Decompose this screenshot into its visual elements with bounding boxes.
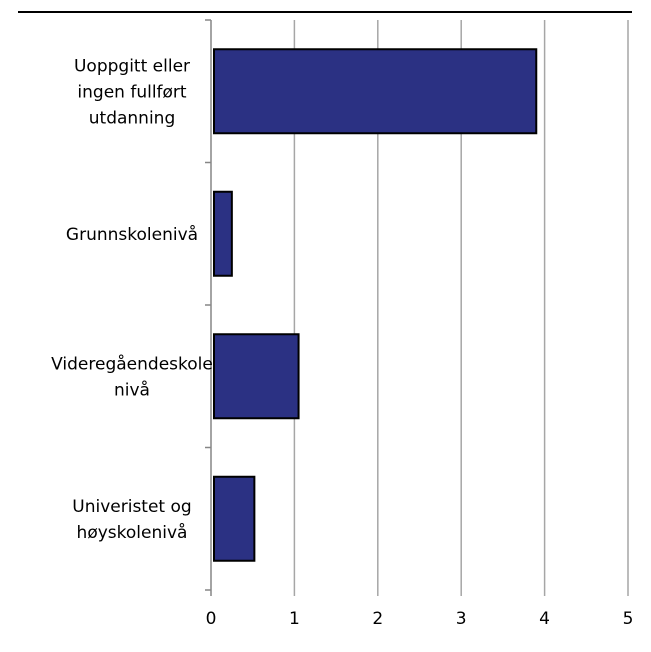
bar-0 bbox=[213, 48, 538, 135]
category-label: høyskolenivå bbox=[77, 522, 188, 543]
category-label: Univeristet og bbox=[72, 497, 191, 517]
category-label: nivå bbox=[114, 379, 150, 400]
category-label: Videregåendeskole bbox=[51, 353, 213, 374]
bars bbox=[213, 48, 538, 562]
x-tick-label: 2 bbox=[372, 609, 383, 629]
bar-1 bbox=[213, 190, 233, 277]
category-label: ingen fullført bbox=[77, 82, 187, 102]
category-label: Uoppgitt eller bbox=[74, 56, 190, 76]
bar-2 bbox=[213, 333, 300, 420]
x-tick-label: 4 bbox=[539, 609, 550, 629]
labels: 0 1 2 3 4 5 Uoppgitt eller ingen fullført utdann… bbox=[51, 56, 633, 629]
x-tick-label: 1 bbox=[289, 609, 300, 629]
category-label: Grunnskolenivå bbox=[66, 224, 198, 245]
x-tick-label: 3 bbox=[456, 609, 467, 629]
x-tick-label: 5 bbox=[623, 609, 634, 629]
axes bbox=[205, 19, 212, 596]
x-tick-label: 0 bbox=[206, 609, 217, 629]
category-label: utdanning bbox=[89, 108, 176, 128]
bar-3 bbox=[213, 475, 256, 562]
